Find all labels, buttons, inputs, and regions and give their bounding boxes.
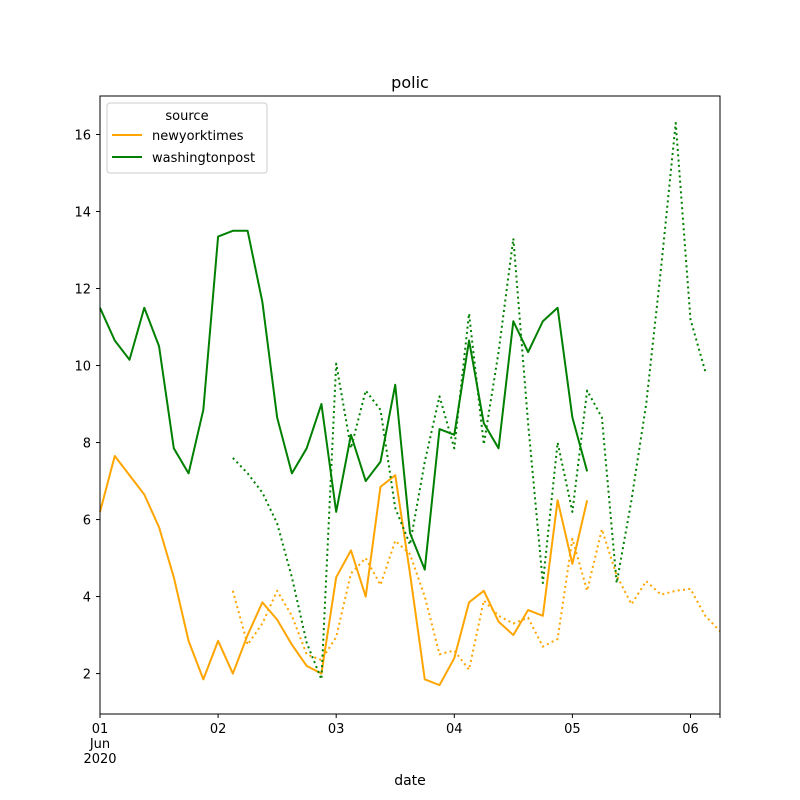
series-line-newyorktimes (99, 455, 589, 687)
legend: source newyorktimes washingtonpost (106, 102, 268, 174)
y-tick-label: 2 (83, 668, 91, 683)
y-axis: 2 4 6 8 10 12 14 16 (74, 129, 100, 683)
y-tick-label: 8 (83, 437, 91, 452)
legend-label-washingtonpost: washingtonpost (152, 151, 255, 166)
y-tick-label: 14 (74, 206, 91, 221)
x-tick-label: 2020 (83, 752, 116, 767)
legend-frame (106, 102, 268, 174)
y-tick-label: 10 (74, 360, 91, 375)
legend-label-newyorktimes: newyorktimes (152, 129, 244, 144)
plot-lines (99, 121, 721, 687)
series-line-washingtonpost (99, 229, 589, 571)
x-tick-label: 06 (682, 722, 699, 737)
plot-frame (99, 95, 721, 715)
y-tick-label: 12 (74, 283, 91, 298)
x-tick-label: 05 (564, 722, 581, 737)
legend-title: source (165, 109, 208, 124)
x-tick-label: 01 (92, 722, 109, 737)
y-tick-label: 6 (83, 514, 91, 529)
chart-title: polic (391, 73, 429, 92)
x-tick-label: 03 (328, 722, 345, 737)
x-axis-label: date (394, 773, 426, 789)
series-line-dotted-3 (232, 121, 707, 681)
x-tick-label: 04 (446, 722, 463, 737)
x-tick-label: Jun (89, 737, 110, 752)
x-tick-label: 02 (210, 722, 227, 737)
series-line-dotted-2 (231, 528, 721, 671)
y-tick-label: 4 (83, 591, 91, 606)
y-tick-label: 16 (74, 129, 91, 144)
